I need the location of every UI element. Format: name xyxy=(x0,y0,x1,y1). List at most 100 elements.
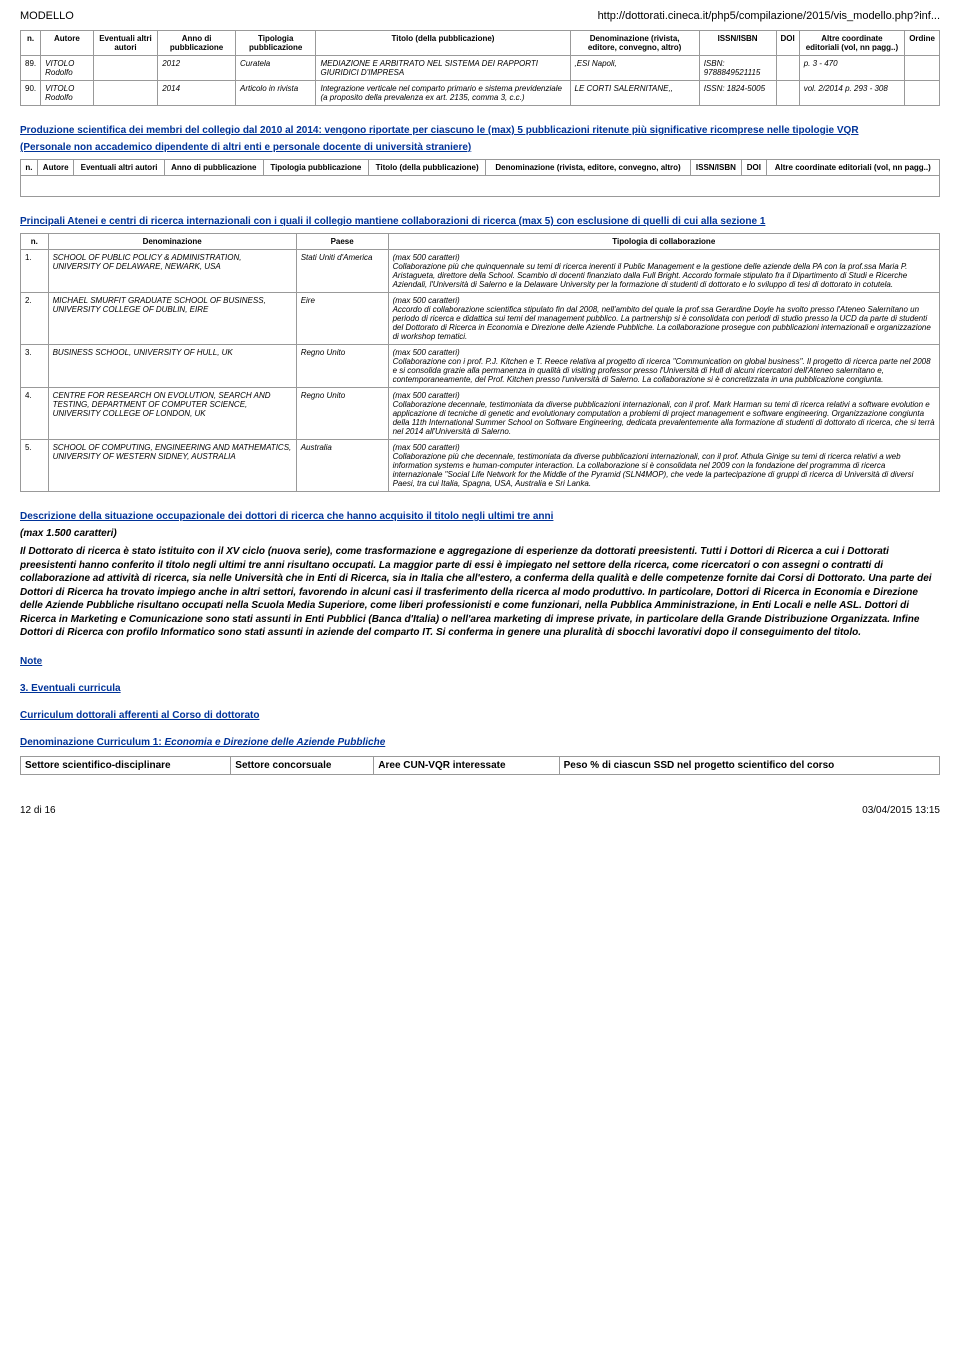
ssd-table: Settore scientifico-disciplinareSettore … xyxy=(20,756,940,775)
cell-denom: SCHOOL OF PUBLIC POLICY & ADMINISTRATION… xyxy=(48,250,296,293)
col-header: n. xyxy=(21,234,49,250)
cell-desc: (max 500 caratteri)Accordo di collaboraz… xyxy=(388,293,939,345)
col-header: Denominazione xyxy=(48,234,296,250)
cell-denom: BUSINESS SCHOOL, UNIVERSITY OF HULL, UK xyxy=(48,345,296,388)
section-occ-title: Descrizione della situazione occupaziona… xyxy=(20,510,940,524)
cell-desc: (max 500 caratteri)Collaborazione più ch… xyxy=(388,440,939,492)
cell: ISSN: 1824-5005 xyxy=(699,81,776,106)
footer-right: 03/04/2015 13:15 xyxy=(862,805,940,816)
cell-n: 4. xyxy=(21,388,49,440)
col-header: Autore xyxy=(41,31,94,56)
cell: Curatela xyxy=(235,56,315,81)
cell: 2012 xyxy=(158,56,236,81)
cell: ,ESI Napoli, xyxy=(570,56,699,81)
cell: VITOLO Rodolfo xyxy=(41,81,94,106)
cell xyxy=(905,56,940,81)
col-header: ISSN/ISBN xyxy=(690,160,741,176)
col-header: Tipologia di collaborazione xyxy=(388,234,939,250)
cell xyxy=(93,56,158,81)
col-header: Altre coordinate editoriali (vol, nn pag… xyxy=(766,160,939,176)
cell-desc: (max 500 caratteri)Collaborazione più ch… xyxy=(388,250,939,293)
cell: Articolo in rivista xyxy=(235,81,315,106)
curriculum-aff-link[interactable]: Curriculum dottorali afferenti al Corso … xyxy=(20,710,940,721)
desc-text: Collaborazione più che quinquennale su t… xyxy=(393,262,935,289)
col-header: Settore concorsuale xyxy=(231,756,374,774)
col-header: Eventuali altri autori xyxy=(74,160,164,176)
footer-left: 12 di 16 xyxy=(20,805,56,816)
cell: 90. xyxy=(21,81,41,106)
cell: 2014 xyxy=(158,81,236,106)
section-occ-text: Il Dottorato di ricerca è stato istituit… xyxy=(20,545,940,640)
cell: Integrazione verticale nel comparto prim… xyxy=(316,81,570,106)
col-header: Denominazione (rivista, editore, convegn… xyxy=(486,160,690,176)
col-header: Autore xyxy=(37,160,74,176)
publications-table: n.AutoreEventuali altri autoriAnno di pu… xyxy=(20,30,940,106)
section-occ-note: (max 1.500 caratteri) xyxy=(20,528,940,539)
cell-n: 2. xyxy=(21,293,49,345)
col-header: n. xyxy=(21,31,41,56)
cell-n: 1. xyxy=(21,250,49,293)
page-header: MODELLO http://dottorati.cineca.it/php5/… xyxy=(20,10,940,22)
cell-paese: Regno Unito xyxy=(296,345,388,388)
empty-publications-table: n.AutoreEventuali altri autoriAnno di pu… xyxy=(20,159,940,197)
cell: ISBN: 9788849521115 xyxy=(699,56,776,81)
cell: MEDIAZIONE E ARBITRATO NEL SISTEMA DEI R… xyxy=(316,56,570,81)
curricula-heading: 3. Eventuali curricula xyxy=(20,683,940,694)
cell: p. 3 - 470 xyxy=(799,56,904,81)
header-right: http://dottorati.cineca.it/php5/compilaz… xyxy=(598,10,940,22)
cell: 89. xyxy=(21,56,41,81)
hint: (max 500 caratteri) xyxy=(393,443,935,452)
desc-text: Collaborazione decennale, testimoniata d… xyxy=(393,400,935,436)
denom-curriculum-label: Denominazione Curriculum 1: xyxy=(20,737,164,748)
cell-paese: Eire xyxy=(296,293,388,345)
cell xyxy=(776,56,799,81)
desc-text: Collaborazione più che decennale, testim… xyxy=(393,452,935,488)
desc-text: Collaborazione con i prof. P.J. Kitchen … xyxy=(393,357,935,384)
col-header: Anno di pubblicazione xyxy=(158,31,236,56)
col-header: Titolo (della pubblicazione) xyxy=(368,160,486,176)
hint: (max 500 caratteri) xyxy=(393,391,935,400)
col-header: Altre coordinate editoriali (vol, nn pag… xyxy=(799,31,904,56)
cell-desc: (max 500 caratteri)Collaborazione decenn… xyxy=(388,388,939,440)
cell xyxy=(905,81,940,106)
table-row: 5.SCHOOL OF COMPUTING, ENGINEERING AND M… xyxy=(21,440,940,492)
col-header: Titolo (della pubblicazione) xyxy=(316,31,570,56)
cell-paese: Regno Unito xyxy=(296,388,388,440)
section-collab-title: Principali Atenei e centri di ricerca in… xyxy=(20,215,940,229)
col-header: n. xyxy=(21,160,38,176)
table-row: 3.BUSINESS SCHOOL, UNIVERSITY OF HULL, U… xyxy=(21,345,940,388)
cell-paese: Stati Uniti d'America xyxy=(296,250,388,293)
cell: VITOLO Rodolfo xyxy=(41,56,94,81)
col-header: Aree CUN-VQR interessate xyxy=(374,756,559,774)
section-prod-sub: (Personale non accademico dipendente di … xyxy=(20,142,940,153)
note-link[interactable]: Note xyxy=(20,656,940,667)
section-prod-title: Produzione scientifica dei membri del co… xyxy=(20,124,940,138)
col-header: DOI xyxy=(742,160,766,176)
desc-text: Accordo di collaborazione scientifica st… xyxy=(393,305,935,341)
hint: (max 500 caratteri) xyxy=(393,253,935,262)
cell xyxy=(93,81,158,106)
cell: vol. 2/2014 p. 293 - 308 xyxy=(799,81,904,106)
table-row: 89.VITOLO Rodolfo 2012CuratelaMEDIAZIONE … xyxy=(21,56,940,81)
col-header: Peso % di ciascun SSD nel progetto scien… xyxy=(559,756,939,774)
table-row: 2.MICHAEL SMURFIT GRADUATE SCHOOL OF BUS… xyxy=(21,293,940,345)
cell-denom: SCHOOL OF COMPUTING, ENGINEERING AND MAT… xyxy=(48,440,296,492)
cell-desc: (max 500 caratteri)Collaborazione con i … xyxy=(388,345,939,388)
col-header: Settore scientifico-disciplinare xyxy=(21,756,231,774)
col-header: Anno di pubblicazione xyxy=(164,160,263,176)
table-row: 1.SCHOOL OF PUBLIC POLICY & ADMINISTRATI… xyxy=(21,250,940,293)
header-left: MODELLO xyxy=(20,10,74,22)
col-header: Tipologia pubblicazione xyxy=(235,31,315,56)
col-header: ISSN/ISBN xyxy=(699,31,776,56)
col-header: DOI xyxy=(776,31,799,56)
cell-paese: Australia xyxy=(296,440,388,492)
col-header: Eventuali altri autori xyxy=(93,31,158,56)
hint: (max 500 caratteri) xyxy=(393,348,935,357)
col-header: Ordine xyxy=(905,31,940,56)
cell-n: 5. xyxy=(21,440,49,492)
col-header: Denominazione (rivista, editore, convegn… xyxy=(570,31,699,56)
cell xyxy=(776,81,799,106)
col-header: Tipologia pubblicazione xyxy=(263,160,368,176)
table-row: 4.CENTRE FOR RESEARCH ON EVOLUTION, SEAR… xyxy=(21,388,940,440)
collaborations-table: n.DenominazionePaeseTipologia di collabo… xyxy=(20,233,940,492)
